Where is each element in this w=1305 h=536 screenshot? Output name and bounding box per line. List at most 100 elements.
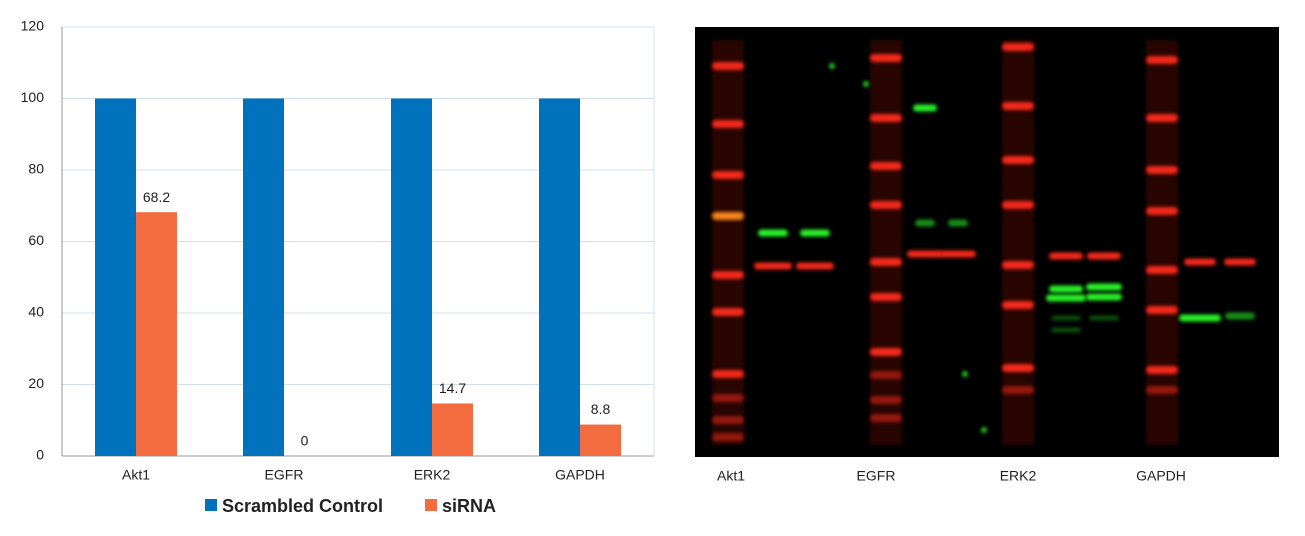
x-tick-label: Akt1 [122,467,150,483]
legend-label: Scrambled Control [222,496,383,516]
x-tick-label: EGFR [265,467,304,483]
blot-band [1184,258,1216,266]
blot-lane-label: GAPDH [1136,468,1186,484]
blot-band [1002,201,1034,209]
blot-band [1002,156,1034,164]
y-tick-label: 20 [28,375,44,391]
blot-band [758,229,788,237]
blot-band [870,201,902,209]
ladder-lane [1002,40,1034,445]
bar [136,212,177,456]
blot-band [1179,314,1221,322]
blot-band [1049,285,1083,293]
data-label: 8.8 [591,401,611,417]
blot-band [712,171,744,179]
y-tick-label: 120 [21,18,45,34]
y-tick-label: 40 [28,304,44,320]
blot-band [796,262,834,270]
blot-band [870,396,902,404]
blot-band [870,114,902,122]
ladder-lane [1146,40,1178,445]
blot-band [712,308,744,316]
blot-band [907,250,943,258]
blot-speck [829,63,835,69]
blot-band [754,262,792,270]
blot-band [948,219,968,227]
blot-band [1002,102,1034,110]
blot-band [1146,56,1178,64]
blot-band [1002,261,1034,269]
data-label: 14.7 [439,380,466,396]
ladder-lane [712,40,744,445]
data-label: 0 [301,433,309,449]
blot-band [870,348,902,356]
blot-bands [712,40,1256,445]
legend-swatch [425,499,437,511]
blot-band [1146,266,1178,274]
blot-band [1046,294,1086,302]
blot-lane-label: ERK2 [1000,468,1037,484]
blot-band [1146,366,1178,374]
blot-band [870,162,902,170]
blot-band [712,433,744,441]
blot-band [1002,364,1034,372]
bar [432,403,473,456]
blot-band [712,416,744,424]
ladder-lane [870,40,902,445]
blot-band [940,250,976,258]
blot-band [870,371,902,379]
blot-band [1225,312,1255,320]
blot-speck [981,427,987,433]
bar [580,424,621,456]
blot-band [712,120,744,128]
blot-band [870,293,902,301]
blot-band [1051,327,1081,333]
blot-band [870,414,902,422]
blot-band [1086,283,1122,291]
blot-band [712,394,744,402]
blot-band [1002,43,1034,51]
y-tick-label: 80 [28,161,44,177]
blot-band [1002,386,1034,394]
blot-band [1087,252,1121,260]
blot-band [1089,315,1119,321]
blot-band [712,212,744,220]
x-tick-label: ERK2 [414,467,451,483]
bar [391,98,432,456]
blot-band [913,104,937,112]
legend-swatch [205,499,217,511]
blot-band [1146,386,1178,394]
y-tick-label: 0 [36,447,44,463]
blot-band [712,62,744,70]
data-label: 68.2 [143,189,170,205]
blot-band [915,219,935,227]
blot-image [695,27,1279,457]
legend-label: siRNA [442,496,496,516]
blot-band [1086,293,1122,301]
blot-speck [863,81,869,87]
blot-band [1051,315,1081,321]
bar [539,98,580,456]
blot-band [1146,207,1178,215]
blot-band [1146,166,1178,174]
blot-band [1224,258,1256,266]
y-tick-label: 60 [28,232,44,248]
blot-lane-label: Akt1 [717,468,745,484]
blot-band [870,54,902,62]
blot-lane-label: EGFR [857,468,896,484]
blot-band [800,229,830,237]
blot-band [712,271,744,279]
blot-band [1146,114,1178,122]
blot-band [1146,306,1178,314]
x-tick-label: GAPDH [555,467,605,483]
blot-speck [962,371,968,377]
y-tick-label: 100 [21,89,45,105]
blot-band [870,258,902,266]
blot-band [1049,252,1083,260]
bar [243,98,284,456]
bar [95,98,136,456]
blot-band [712,370,744,378]
blot-band [1002,301,1034,309]
